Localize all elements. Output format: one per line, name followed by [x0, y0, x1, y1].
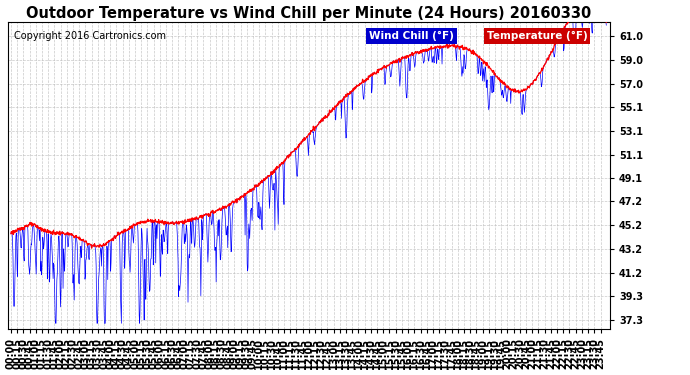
- Text: Copyright 2016 Cartronics.com: Copyright 2016 Cartronics.com: [14, 31, 166, 41]
- Title: Outdoor Temperature vs Wind Chill per Minute (24 Hours) 20160330: Outdoor Temperature vs Wind Chill per Mi…: [26, 6, 591, 21]
- Text: Wind Chill (°F): Wind Chill (°F): [369, 31, 454, 41]
- Text: Temperature (°F): Temperature (°F): [486, 31, 587, 41]
